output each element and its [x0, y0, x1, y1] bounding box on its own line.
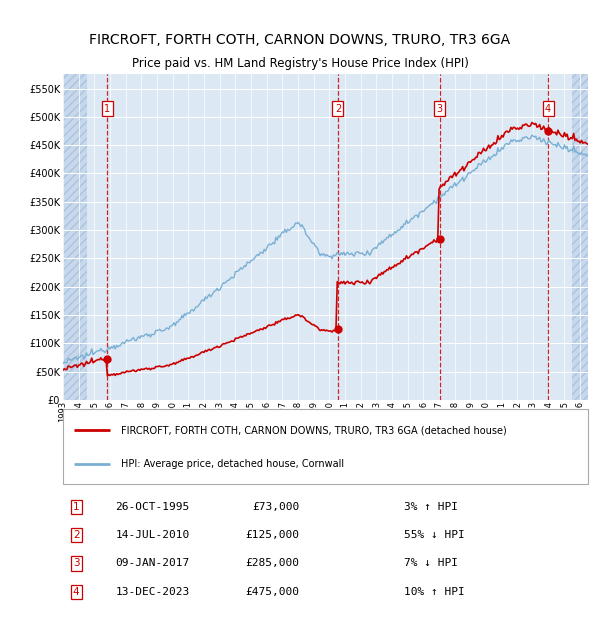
Text: £73,000: £73,000	[252, 502, 299, 512]
Text: 3: 3	[73, 559, 79, 569]
Text: Price paid vs. HM Land Registry's House Price Index (HPI): Price paid vs. HM Land Registry's House …	[131, 57, 469, 69]
Text: 1: 1	[104, 104, 110, 113]
Text: 26-OCT-1995: 26-OCT-1995	[115, 502, 190, 512]
FancyBboxPatch shape	[63, 409, 588, 484]
Text: £475,000: £475,000	[245, 587, 299, 596]
Text: 4: 4	[545, 104, 551, 113]
Text: FIRCROFT, FORTH COTH, CARNON DOWNS, TRURO, TR3 6GA (detached house): FIRCROFT, FORTH COTH, CARNON DOWNS, TRUR…	[121, 425, 506, 435]
Text: 2: 2	[73, 530, 79, 540]
Text: 2: 2	[335, 104, 341, 113]
Text: 55% ↓ HPI: 55% ↓ HPI	[404, 530, 465, 540]
Text: 1: 1	[73, 502, 79, 512]
Text: 7% ↓ HPI: 7% ↓ HPI	[404, 559, 458, 569]
Text: HPI: Average price, detached house, Cornwall: HPI: Average price, detached house, Corn…	[121, 459, 344, 469]
Text: 10% ↑ HPI: 10% ↑ HPI	[404, 587, 465, 596]
Text: 3: 3	[437, 104, 443, 113]
Text: 3% ↑ HPI: 3% ↑ HPI	[404, 502, 458, 512]
Text: 09-JAN-2017: 09-JAN-2017	[115, 559, 190, 569]
Text: FIRCROFT, FORTH COTH, CARNON DOWNS, TRURO, TR3 6GA: FIRCROFT, FORTH COTH, CARNON DOWNS, TRUR…	[89, 33, 511, 47]
Text: 4: 4	[73, 587, 79, 596]
Text: £125,000: £125,000	[245, 530, 299, 540]
Text: 13-DEC-2023: 13-DEC-2023	[115, 587, 190, 596]
Text: 14-JUL-2010: 14-JUL-2010	[115, 530, 190, 540]
Text: £285,000: £285,000	[245, 559, 299, 569]
